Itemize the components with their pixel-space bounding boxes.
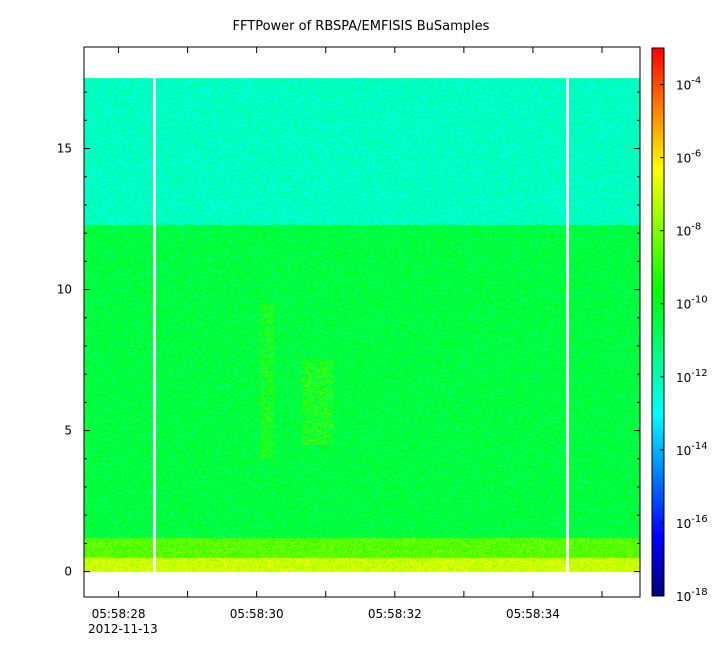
data-gap-1 (565, 78, 569, 572)
x-tick-label-0: 05:58:28 (92, 607, 146, 621)
y-axis: 0 5 10 15 (57, 91, 640, 579)
colorbar-tick-label-2: 10-8 (676, 222, 701, 239)
colorbar-tick-label-3: 10-10 (676, 295, 708, 312)
colorbar-tick-label-6: 10-16 (676, 514, 708, 531)
x-tick-label-6: 05:58:34 (506, 607, 560, 621)
colorbar-tick-label-5: 10-14 (676, 441, 708, 458)
spectrogram-image (84, 47, 640, 597)
data-gap-0 (152, 78, 156, 572)
y-tick-label-1: 5 (64, 424, 72, 438)
x-axis: 05:58:28 05:58:30 05:58:32 05:58:34 (92, 47, 603, 621)
x-axis-date-label: 2012-11-13 (88, 622, 158, 636)
y-tick-label-2: 10 (57, 283, 72, 297)
colorbar-tick-label-0: 10-4 (676, 76, 701, 93)
plot-area (83, 46, 641, 598)
colorbar: 10-4 10-6 10-8 10-10 10-12 10-14 10-16 10-18 (651, 47, 708, 604)
y-tick-label-0: 0 (64, 565, 72, 579)
colorbar-gradient (651, 47, 665, 597)
colorbar-tick-label-1: 10-6 (676, 149, 701, 166)
plot-frame (83, 46, 641, 598)
x-tick-label-2: 05:58:30 (230, 607, 284, 621)
chart-title: FFTPower of RBSPA/EMFISIS BuSamples (233, 19, 490, 34)
colorbar-tick-label-4: 10-12 (676, 368, 708, 385)
x-tick-label-4: 05:58:32 (368, 607, 422, 621)
y-tick-label-3: 15 (57, 142, 72, 156)
colorbar-tick-label-7: 10-18 (676, 587, 708, 604)
